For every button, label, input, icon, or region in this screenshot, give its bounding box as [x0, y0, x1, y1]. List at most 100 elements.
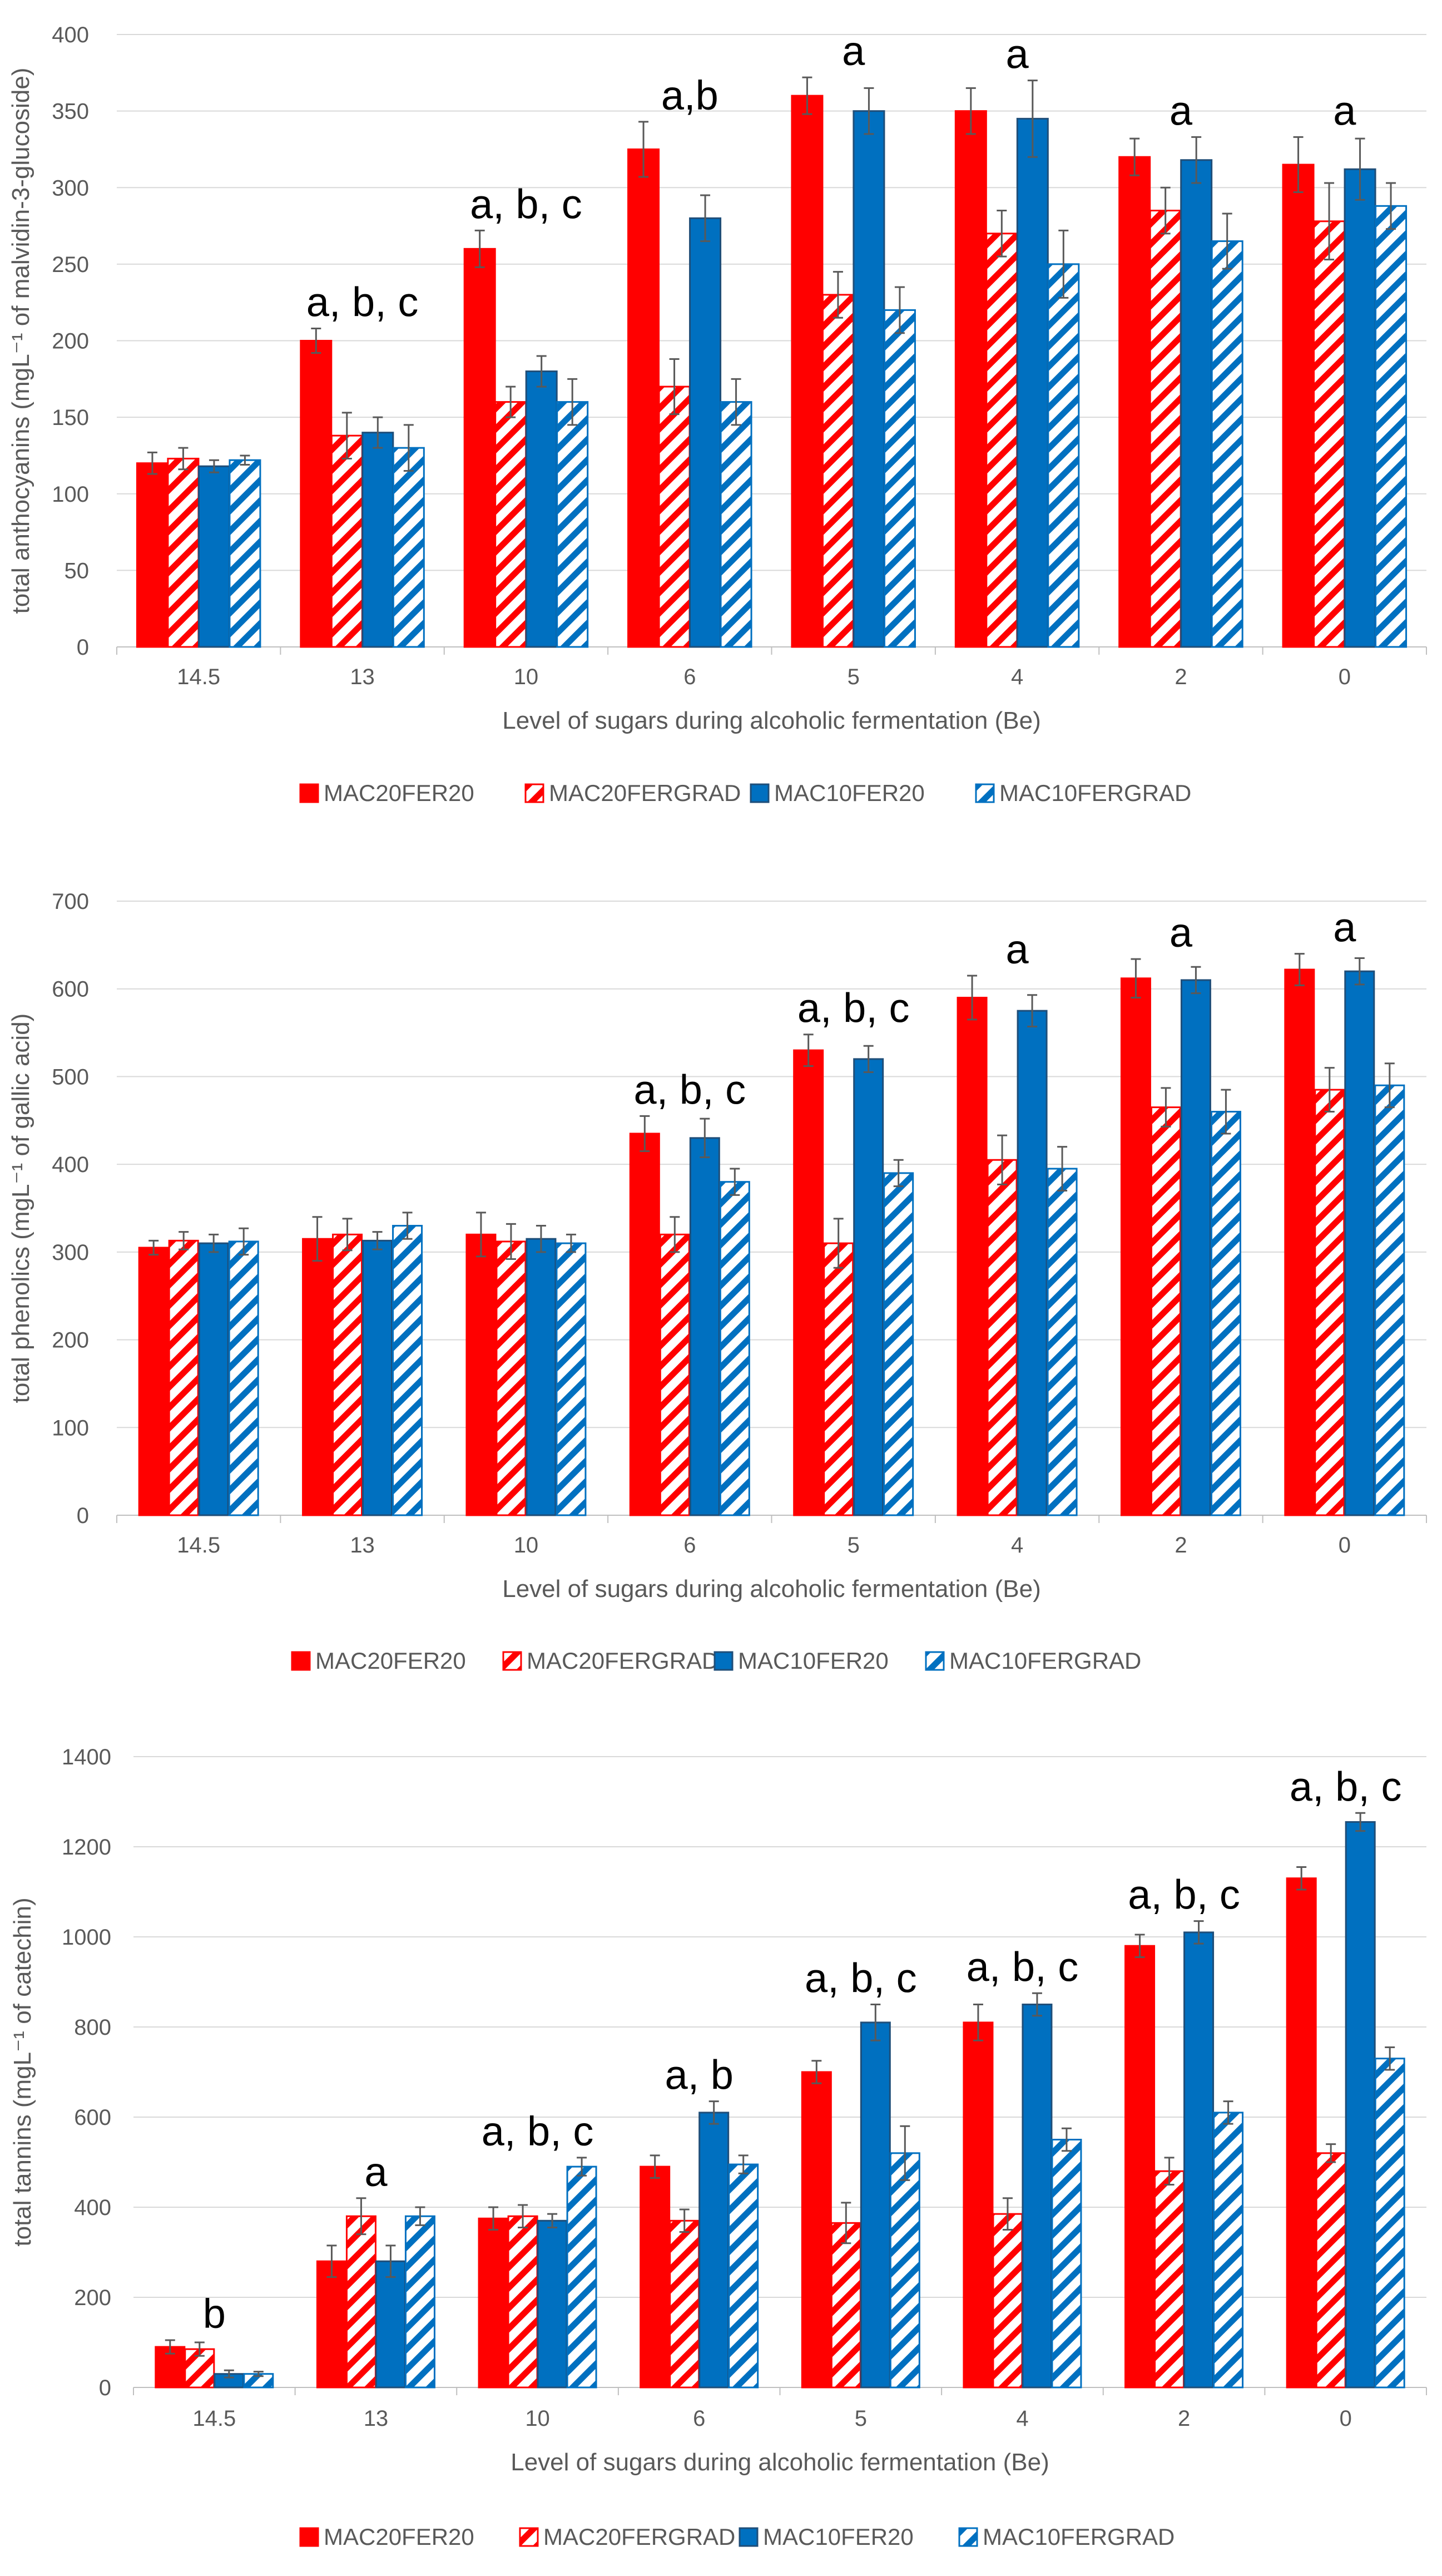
- bar-mac10fer20-2: [1180, 979, 1211, 1516]
- significance-label: a: [1170, 909, 1193, 956]
- error-bar: [863, 1045, 874, 1074]
- error-bar: [679, 2208, 690, 2233]
- x-tick-label: 13: [350, 665, 375, 689]
- error-bar: [638, 121, 649, 178]
- error-bar: [474, 229, 485, 268]
- x-tick-label: 14.5: [177, 1533, 220, 1558]
- legend-label: MAC20FER20: [324, 2524, 474, 2550]
- bar-mac10fergrad-4: [1047, 1168, 1078, 1516]
- y-tick-label: 600: [52, 977, 89, 1002]
- significance-label: a: [842, 28, 865, 74]
- bar-mac20fergrad-6: [659, 1233, 690, 1516]
- y-axis-title: total anthocyanins (mgL⁻¹ of malvidin-3-…: [7, 68, 34, 614]
- error-bar: [488, 2206, 499, 2231]
- bar-mac20fer20-2: [1124, 1945, 1156, 2389]
- error-bar: [312, 1216, 323, 1262]
- legend-label: MAC20FER20: [324, 780, 474, 806]
- significance-label: a, b, c: [306, 279, 419, 325]
- x-tick-label: 4: [1016, 2406, 1028, 2431]
- error-bar: [811, 2060, 822, 2084]
- error-bar: [547, 2213, 558, 2228]
- bar-mac20fergrad-5: [823, 1242, 854, 1516]
- legend-label: MAC10FER20: [738, 1648, 889, 1674]
- error-bar: [165, 2339, 175, 2355]
- y-tick-label: 0: [77, 635, 89, 660]
- error-bar: [1129, 137, 1140, 176]
- bar-mac20fer20-14.5: [136, 462, 169, 648]
- error-bar: [1355, 137, 1365, 201]
- error-bar: [1354, 957, 1365, 986]
- error-bar: [700, 194, 711, 243]
- y-tick-label: 1400: [62, 1745, 111, 1769]
- bar-mac10fer20-4: [1017, 1010, 1048, 1516]
- bar-mac10fer20-6: [698, 2112, 730, 2389]
- bar-mac20fer20-0: [1282, 164, 1315, 648]
- bar-mac10fergrad-5: [883, 309, 916, 648]
- y-tick-label: 0: [77, 1504, 89, 1528]
- bar-mac10fer20-6: [689, 1137, 720, 1516]
- error-bar: [1160, 186, 1171, 235]
- y-tick-label: 800: [74, 2015, 111, 2040]
- bar-mac10fergrad-0: [1374, 1084, 1405, 1516]
- bar-mac20fer20-5: [793, 1049, 824, 1516]
- error-bar: [1193, 1920, 1204, 1945]
- error-bar: [356, 2197, 366, 2236]
- error-bar: [738, 2154, 749, 2174]
- bar-mac20fergrad-10: [495, 1240, 527, 1516]
- error-bar: [1324, 182, 1335, 261]
- error-bar: [1223, 2100, 1233, 2125]
- x-tick-label: 0: [1339, 1533, 1351, 1558]
- bar-mac10fer20-4: [1016, 117, 1049, 648]
- bar-mac20fer20-14.5: [138, 1247, 169, 1516]
- bar-mac10fergrad-2: [1213, 2112, 1244, 2389]
- error-bar: [209, 459, 219, 473]
- bar-mac20fergrad-5: [830, 2222, 861, 2389]
- x-tick-label: 4: [1011, 665, 1023, 689]
- error-bar: [240, 454, 250, 466]
- bar-mac10fer20-14.5: [197, 465, 230, 648]
- y-tick-label: 150: [52, 406, 89, 430]
- error-bar: [385, 2244, 396, 2278]
- error-bar: [864, 87, 874, 135]
- significance-label: a, b, c: [967, 1944, 1079, 1990]
- legend-swatch: [502, 1651, 522, 1671]
- bar-mac20fergrad-2: [1150, 1106, 1181, 1516]
- bar-mac10fer20-2: [1183, 1931, 1215, 2389]
- bar-mac10fergrad-14.5: [228, 1240, 259, 1516]
- bar-mac20fergrad-10: [507, 2215, 538, 2389]
- x-tick-label: 14.5: [192, 2406, 236, 2431]
- error-bar: [239, 1227, 249, 1256]
- bar-mac20fer20-10: [463, 248, 496, 648]
- bar-mac20fer20-6: [627, 148, 660, 648]
- legend-label: MAC10FER20: [763, 2524, 914, 2550]
- bar-mac10fergrad-5: [883, 1172, 914, 1516]
- y-axis-title: total phenolics (mgL⁻¹ of gallic acid): [7, 1013, 34, 1403]
- x-tick-label: 6: [693, 2406, 705, 2431]
- bar-mac20fer20-4: [954, 110, 987, 648]
- y-tick-label: 200: [52, 1328, 89, 1353]
- error-bar: [1058, 229, 1069, 299]
- error-bar: [415, 2206, 425, 2226]
- bar-mac20fergrad-14.5: [167, 457, 200, 648]
- bar-mac20fergrad-4: [992, 2213, 1023, 2389]
- bar-mac20fer20-5: [791, 95, 824, 648]
- bar-mac10fergrad-13: [404, 2215, 435, 2389]
- bar-mac20fergrad-10: [494, 401, 527, 648]
- bar-mac20fer20-6: [629, 1133, 660, 1516]
- bar-mac20fer20-5: [801, 2071, 832, 2389]
- bar-mac20fer20-2: [1118, 156, 1151, 648]
- legend-label: MAC10FERGRAD: [999, 780, 1191, 806]
- significance-label: b: [203, 2291, 226, 2337]
- bar-mac10fergrad-6: [728, 2163, 759, 2389]
- error-bar: [403, 424, 414, 472]
- bar-mac20fer20-4: [957, 996, 988, 1516]
- bar-mac20fergrad-4: [987, 1159, 1018, 1516]
- bar-mac10fergrad-6: [720, 401, 752, 648]
- error-bar: [997, 210, 1007, 258]
- error-bar: [536, 1225, 546, 1253]
- error-bar: [577, 2157, 587, 2177]
- bar-mac20fer20-10: [478, 2217, 509, 2389]
- error-bar: [209, 1233, 219, 1253]
- error-bar: [1164, 2157, 1175, 2186]
- error-bar: [1222, 212, 1232, 270]
